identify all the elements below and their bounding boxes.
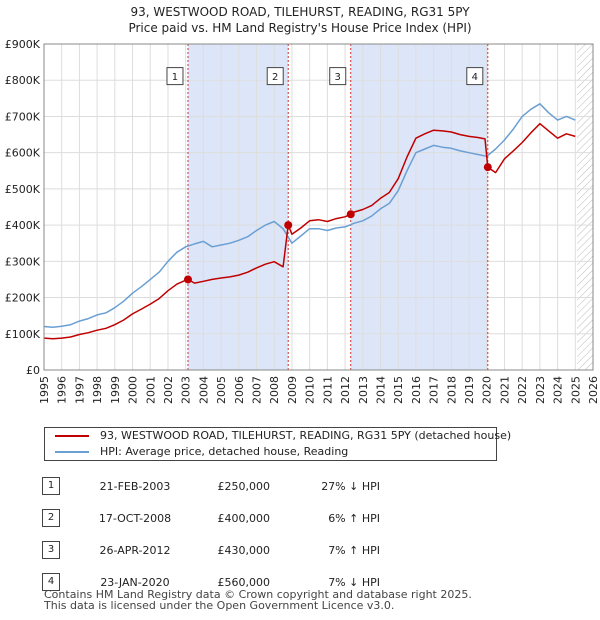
x-tick-label: 2019 [463,376,476,404]
sale-number-box [329,67,347,86]
y-tick-label: £200K [5,292,41,305]
x-tick-label: 1997 [73,376,86,404]
x-tick-label: 2020 [481,376,494,404]
x-tick-label: 1998 [91,376,104,404]
x-tick-label: 2001 [144,376,157,404]
x-tick-label: 2016 [410,376,423,404]
transactions-table: 1 21-FEB-2003 £250,000 27% ↓ HPI 2 17-OC… [42,470,380,598]
x-tick-label: 2002 [162,376,175,404]
transaction-price: £430,000 [217,543,271,557]
x-tick-label: 1999 [109,376,122,404]
sale-number-label: 2 [272,72,278,83]
chart-title-address: 93, WESTWOOD ROAD, TILEHURST, READING, R… [130,5,470,19]
transaction-number-badge: 2 [42,509,60,527]
y-tick-label: £600K [5,147,41,160]
y-tick-label: £800K [5,74,41,87]
legend: 93, WESTWOOD ROAD, TILEHURST, READING, R… [44,427,511,461]
legend-swatch-hpi [55,451,89,453]
plot-area [44,44,593,370]
x-tick-label: 2003 [180,376,193,404]
table-row: 2 17-OCT-2008 £400,000 6% ↑ HPI [42,502,380,534]
transaction-hpi-change: 27% ↓ HPI [321,479,380,493]
y-tick-label: £700K [5,110,41,123]
x-tick-label: 2009 [286,376,299,404]
table-row: 3 26-APR-2012 £430,000 7% ↑ HPI [42,534,380,566]
y-tick-label: £400K [5,219,41,232]
x-tick-label: 2013 [357,376,370,404]
sale-point [346,210,355,219]
forecast-hatch [577,44,593,370]
x-tick-label: 2008 [268,376,281,404]
property-series-line [43,122,576,340]
price-chart: 1 2 3 4 £0 £100K £200K £300K £400K £500K £600K £700… [5,38,600,404]
x-tick-label: 2012 [339,376,352,404]
y-tick-label: £300K [5,255,41,268]
shaded-period [350,44,488,370]
legend-swatch-property [55,435,89,437]
y-tick-label: £500K [5,183,41,196]
x-tick-label: 2017 [428,376,441,404]
x-tick-label: 1996 [56,376,69,404]
legend-item-hpi: HPI: Average price, detached house, Read… [45,444,496,460]
plot-frame [43,43,594,371]
x-tick-label: 2010 [304,376,317,404]
legend-label-property: 93, WESTWOOD ROAD, TILEHURST, READING, R… [100,429,512,442]
transaction-date: 23-JAN-2020 [100,575,170,589]
transaction-hpi-change: 6% ↑ HPI [328,511,380,525]
x-tick-label: 2004 [197,376,210,404]
x-tick-label: 2026 [587,376,600,404]
transaction-date: 26-APR-2012 [99,543,171,557]
table-row: 1 21-FEB-2003 £250,000 27% ↓ HPI [42,470,380,502]
x-tick-label: 2005 [215,376,228,404]
transaction-price: £400,000 [217,511,271,525]
transaction-hpi-change: 7% ↓ HPI [328,575,380,589]
x-tick-label: 2011 [321,376,334,404]
x-tick-label: 1995 [38,376,51,404]
x-tick-label: 2025 [569,376,582,404]
footer-licence: This data is licensed under the Open Gov… [44,599,395,612]
transaction-number-badge: 1 [42,477,60,495]
sale-number-box [466,67,484,86]
transaction-price: £250,000 [217,479,271,493]
sale-number-label: 4 [472,72,478,83]
shaded-period [187,44,289,370]
x-tick-label: 2024 [552,376,565,404]
x-tick-label: 2014 [374,376,387,404]
sale-number-label: 1 [172,72,178,83]
x-tick-label: 2023 [534,376,547,404]
footer-copyright: Contains HM Land Registry data © Crown c… [44,588,472,601]
transaction-date: 21-FEB-2003 [99,479,171,493]
x-tick-label: 2022 [516,376,529,404]
x-tick-label: 2006 [233,376,246,404]
sale-number-box [166,67,184,86]
footer-notice: Contains HM Land Registry data © Crown c… [44,589,472,611]
x-tick-label: 2021 [498,376,511,404]
table-row: 4 23-JAN-2020 £560,000 7% ↓ HPI [42,566,380,598]
sale-point [483,163,492,172]
transaction-price: £560,000 [217,575,271,589]
sale-point [284,221,293,230]
x-tick-label: 2007 [251,376,264,404]
x-tick-label: 2015 [392,376,405,404]
chart-title-subtitle: Price paid vs. HM Land Registry's House … [128,21,472,35]
transaction-number-badge: 3 [42,541,60,559]
y-tick-label: £900K [5,38,41,51]
x-tick-label: 2000 [127,376,140,404]
sale-number-label: 3 [335,72,341,83]
legend-label-hpi: HPI: Average price, detached house, Read… [100,445,349,458]
x-tick-label: 2018 [445,376,458,404]
transaction-number-badge: 4 [42,573,60,591]
transaction-date: 17-OCT-2008 [98,511,172,525]
y-tick-label: £0 [26,364,40,377]
transaction-hpi-change: 7% ↑ HPI [328,543,380,557]
sale-number-box [266,67,284,86]
sale-point [183,275,192,284]
legend-item-property: 93, WESTWOOD ROAD, TILEHURST, READING, R… [45,428,511,444]
y-tick-label: £100K [5,328,41,341]
